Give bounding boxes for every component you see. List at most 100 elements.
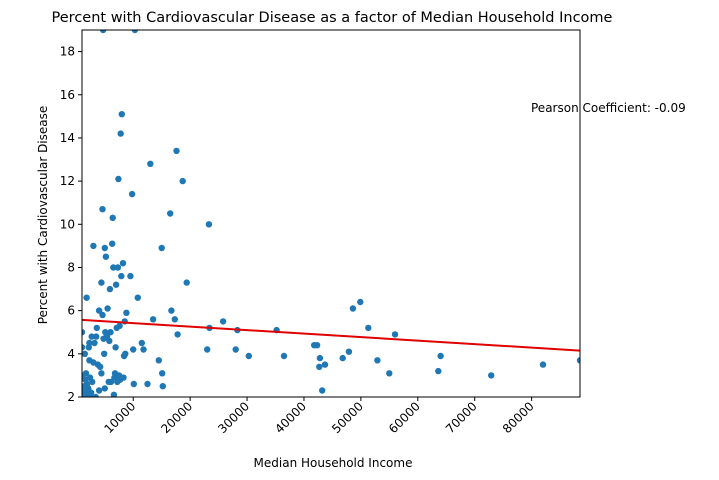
plot-frame: [81, 29, 581, 398]
data-point: [339, 354, 346, 362]
data-point: [95, 387, 103, 394]
data-point: [90, 359, 97, 366]
data-point: [109, 240, 116, 247]
data-point: [112, 281, 120, 288]
x-tick-label: 20000: [158, 399, 195, 436]
data-point: [101, 350, 108, 357]
regression-line: [81, 318, 581, 352]
data-point: [321, 361, 329, 368]
data-point: [88, 333, 95, 340]
y-tick-label: 16: [60, 88, 75, 102]
y-tick-label: 8: [67, 260, 75, 274]
data-point: [87, 389, 95, 396]
data-point: [386, 370, 393, 377]
data-point: [232, 346, 239, 353]
data-point: [488, 372, 495, 379]
y-tick-label: 2: [67, 390, 75, 404]
data-point: [92, 393, 99, 397]
data-point: [144, 380, 151, 388]
data-point: [82, 329, 86, 336]
data-point: [245, 352, 252, 360]
data-point: [130, 346, 137, 353]
pearson-annotation: Pearson Coefficient: -0.09: [531, 101, 686, 115]
data-point: [95, 307, 103, 314]
data-point: [110, 391, 118, 397]
data-point: [99, 311, 106, 319]
data-point: [219, 318, 227, 325]
y-tick-label: 12: [60, 174, 75, 188]
data-point: [106, 337, 113, 345]
data-point: [118, 111, 126, 118]
data-point: [114, 264, 122, 271]
data-point: [117, 130, 124, 137]
data-point: [174, 331, 181, 338]
data-point: [104, 305, 111, 312]
scatter-points: [82, 30, 580, 397]
data-point: [82, 372, 86, 379]
x-tick-label: 80000: [500, 399, 537, 436]
data-point: [134, 294, 141, 301]
data-point: [319, 387, 326, 394]
data-point: [116, 322, 123, 329]
y-tick-label: 14: [60, 131, 75, 145]
y-tick-label: 6: [67, 304, 75, 318]
data-point: [101, 385, 109, 392]
data-point: [107, 378, 115, 386]
data-point: [119, 260, 127, 267]
x-axis-ticks: 10000 20000 30000 40000 50000 60000 70000 80000: [101, 397, 537, 436]
data-point: [204, 346, 211, 353]
data-point: [391, 331, 399, 338]
data-point: [173, 147, 180, 155]
data-point: [93, 333, 100, 340]
data-point: [576, 357, 580, 364]
data-point: [99, 206, 106, 213]
data-point: [98, 279, 105, 286]
data-point: [123, 309, 130, 316]
x-tick-label: 40000: [272, 399, 309, 436]
data-point: [82, 344, 86, 351]
data-point: [112, 344, 119, 351]
data-point: [365, 324, 372, 332]
data-point: [349, 305, 357, 312]
data-point: [115, 175, 122, 183]
data-point: [168, 307, 175, 314]
data-point: [149, 316, 157, 323]
data-point: [138, 339, 145, 347]
data-point: [98, 370, 105, 377]
x-tick-label: 60000: [386, 399, 423, 436]
data-point: [99, 30, 107, 34]
data-point: [147, 160, 154, 167]
y-axis-ticks: 2 4 6 8 10 12 14 16 18: [60, 45, 82, 404]
data-point: [122, 350, 129, 357]
data-point: [374, 357, 381, 364]
data-point: [120, 374, 127, 381]
x-tick-label: 30000: [215, 399, 252, 436]
data-point: [102, 253, 110, 260]
data-point: [91, 339, 98, 347]
data-point: [109, 214, 116, 221]
data-point: [357, 298, 364, 306]
data-point: [155, 357, 162, 364]
x-tick-label: 50000: [329, 399, 366, 436]
data-point: [345, 348, 353, 355]
x-tick-label: 10000: [101, 399, 138, 436]
data-point: [131, 30, 139, 34]
data-point: [159, 370, 166, 377]
data-point: [179, 177, 186, 185]
data-point: [130, 380, 137, 388]
data-point: [106, 285, 114, 293]
data-point: [82, 350, 88, 357]
data-point: [159, 383, 166, 390]
data-point: [167, 210, 174, 217]
data-point: [110, 264, 117, 271]
data-point: [316, 363, 323, 370]
data-point: [435, 367, 442, 375]
data-point: [128, 190, 136, 198]
data-point: [140, 346, 147, 353]
data-point: [83, 294, 90, 301]
data-point: [313, 342, 321, 349]
y-axis-label: Percent with Cardiovascular Disease: [36, 106, 50, 325]
x-tick-label: 70000: [443, 399, 480, 436]
data-point: [89, 378, 96, 386]
